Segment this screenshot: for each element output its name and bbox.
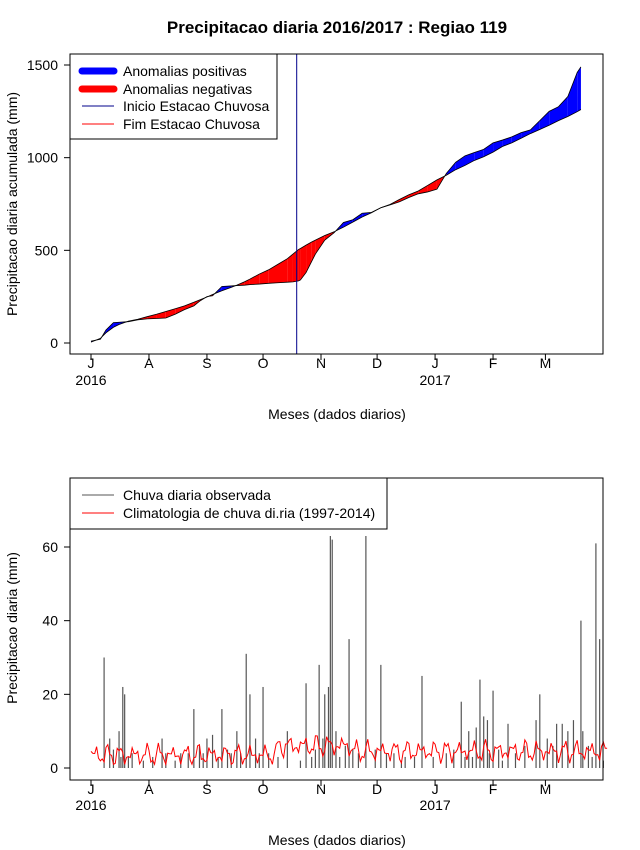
chart1-anomaly-segment: [156, 311, 166, 319]
chart1-x-tick-label: A: [144, 355, 154, 371]
chart1-anomaly-segment: [399, 194, 409, 202]
chart2-x-tick-label: N: [316, 781, 326, 797]
chart1-anomaly-segment: [315, 235, 325, 255]
chart1-anomaly-segment: [175, 305, 185, 315]
chart1-x-tick-label: J: [88, 355, 95, 371]
chart1-x-axis: J A S O N D J F M 2016 2017: [75, 354, 551, 388]
chart2-legend-entry-climatology: Climatologia de chuva di.ria (1997-2014): [123, 505, 375, 521]
chart2-climatology-line: [90, 735, 608, 767]
chart1-anomaly-segment: [539, 111, 550, 130]
chart1-climatology-line: [90, 109, 582, 343]
chart1-anomaly-segment: [113, 322, 120, 328]
chart1-x-tick-label: F: [489, 355, 498, 371]
chart1-anomaly-segment: [244, 279, 250, 286]
chart1-anomaly-segment: [300, 245, 307, 280]
chart1-x-tick-label: M: [540, 355, 552, 371]
chart1-anomaly-segment: [298, 248, 301, 281]
chart1-legend-entry-negative: Anomalias negativas: [123, 81, 252, 97]
chart1-anomaly-segment: [343, 219, 353, 228]
chart1-x-tick-label: S: [202, 355, 211, 371]
chart1-legend: Anomalias positivas Anomalias negativas …: [69, 53, 278, 140]
chart2-y-tick-label: 0: [50, 760, 58, 776]
chart1-anomaly-segment: [465, 152, 475, 166]
chart2-x-tick-label: A: [144, 781, 154, 797]
chart1-y-tick-label: 1500: [27, 57, 58, 73]
chart1-x-tick-label: J: [432, 355, 439, 371]
chart2-x-axis-label: Meses (dados diarios): [268, 832, 406, 848]
chart1-year-label: 2016: [75, 372, 106, 388]
chart2-y-axis-label: Precipitacao diaria (mm): [4, 552, 20, 704]
chart1-anomaly-segment: [493, 140, 503, 153]
chart1-anomaly-segment: [549, 106, 559, 126]
chart1-anomaly-segment: [306, 241, 312, 273]
chart2-legend: Chuva diaria observada Climatologia de c…: [69, 477, 388, 530]
chart2-y-tick-label: 40: [42, 613, 58, 629]
chart2-x-tick-label: F: [489, 781, 498, 797]
chart2-y-tick-label: 20: [42, 686, 58, 702]
chart2-x-tick-label: D: [372, 781, 382, 797]
chart1-legend-entry-start: Inicio Estacao Chuvosa: [123, 98, 270, 114]
chart1-y-tick-label: 1000: [27, 150, 58, 166]
chart1-legend-entry-end: Fim Estacao Chuvosa: [123, 116, 260, 132]
chart1-year-label: 2017: [420, 372, 451, 388]
chart1-anomaly-segment: [427, 179, 437, 192]
chart1-anomaly-segment: [184, 302, 194, 310]
chart1-anomaly-segment: [352, 213, 363, 223]
chart1-cumulative-lines: [90, 66, 582, 343]
chart2-x-tick-label: O: [258, 781, 269, 797]
chart1-x-tick-label: O: [258, 355, 269, 371]
chart2-x-tick-label: S: [202, 781, 211, 797]
chart1-anomaly-segment: [408, 191, 419, 198]
chart2-x-axis: J A S O N D J F M 2016 2017: [75, 780, 551, 813]
chart1-observed-line: [90, 66, 582, 342]
chart2-legend-entry-observed: Chuva diaria observada: [123, 487, 271, 503]
chart2-year-label: 2017: [420, 797, 451, 813]
chart2-y-axis: 0 20 40 60: [42, 539, 70, 776]
chart2-x-tick-label: M: [540, 781, 552, 797]
chart1-anomaly-segment: [567, 72, 578, 117]
chart1-anomaly-segment: [311, 240, 316, 262]
chart1-anomaly-segment: [418, 185, 428, 194]
chart1-anomaly-segment: [558, 96, 568, 121]
chart1-anomaly-segment: [577, 66, 581, 112]
chart2-year-label: 2016: [75, 797, 106, 813]
chart1-plot-frame: [69, 53, 604, 355]
chart1-anomaly-segment: [287, 254, 293, 283]
chart2-x-tick-label: J: [432, 781, 439, 797]
chart1-y-tick-label: 500: [35, 242, 59, 258]
chart1-anomaly-segment: [105, 322, 114, 333]
chart2-y-tick-label: 60: [42, 539, 58, 555]
chart1-y-axis-label: Precipitacao diaria acumulada (mm): [4, 92, 20, 316]
chart1-anomaly-segment: [249, 274, 260, 285]
chart1-y-axis: 0 500 1000 1500: [27, 57, 70, 351]
chart1-anomaly-segment: [292, 249, 299, 282]
chart2-observed-bars: [103, 535, 604, 768]
chart1-x-tick-label: N: [316, 355, 326, 371]
chart1-title: Precipitacao diaria 2016/2017 : Regiao 1…: [167, 18, 507, 37]
chart1-x-tick-label: D: [372, 355, 382, 371]
chart1-anomaly-segment: [511, 132, 522, 143]
chart1-anomaly-segment: [521, 129, 531, 139]
chart1-x-axis-label: Meses (dados diarios): [268, 406, 406, 422]
chart1-anomaly-segment: [268, 264, 278, 284]
chart2-x-tick-label: J: [88, 781, 95, 797]
chart1-anomaly-segment: [147, 314, 157, 319]
chart2-legend-box: [69, 477, 388, 530]
chart1-legend-entry-positive: Anomalias positivas: [123, 63, 247, 79]
chart1-y-tick-label: 0: [50, 335, 58, 351]
chart1-anomaly-segment: [278, 258, 288, 283]
